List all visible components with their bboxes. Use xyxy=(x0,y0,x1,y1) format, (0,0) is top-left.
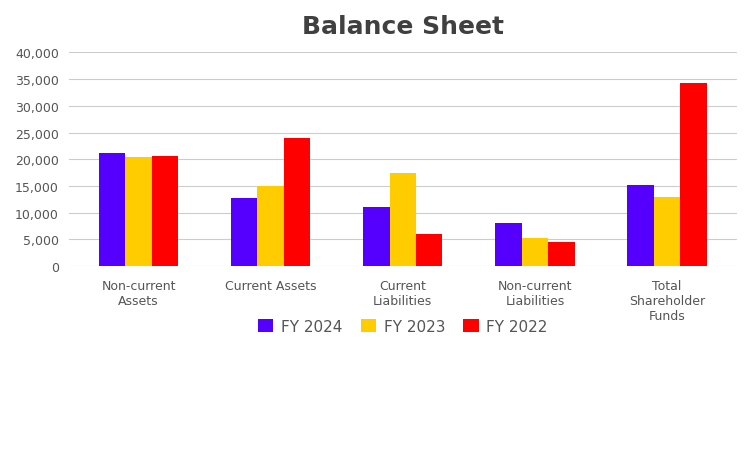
Bar xyxy=(126,157,152,267)
Bar xyxy=(231,199,257,267)
Bar xyxy=(496,223,522,267)
Bar xyxy=(257,187,284,267)
Bar xyxy=(363,208,390,267)
Bar xyxy=(653,197,681,267)
Bar xyxy=(99,153,126,267)
Bar xyxy=(152,156,178,267)
Bar xyxy=(548,243,575,267)
Bar xyxy=(416,234,442,267)
Title: Balance Sheet: Balance Sheet xyxy=(302,15,504,39)
Legend: FY 2024, FY 2023, FY 2022: FY 2024, FY 2023, FY 2022 xyxy=(252,313,553,340)
Bar xyxy=(284,138,311,267)
Bar xyxy=(627,185,653,267)
Bar xyxy=(681,84,707,267)
Bar xyxy=(390,173,416,267)
Bar xyxy=(522,239,548,267)
